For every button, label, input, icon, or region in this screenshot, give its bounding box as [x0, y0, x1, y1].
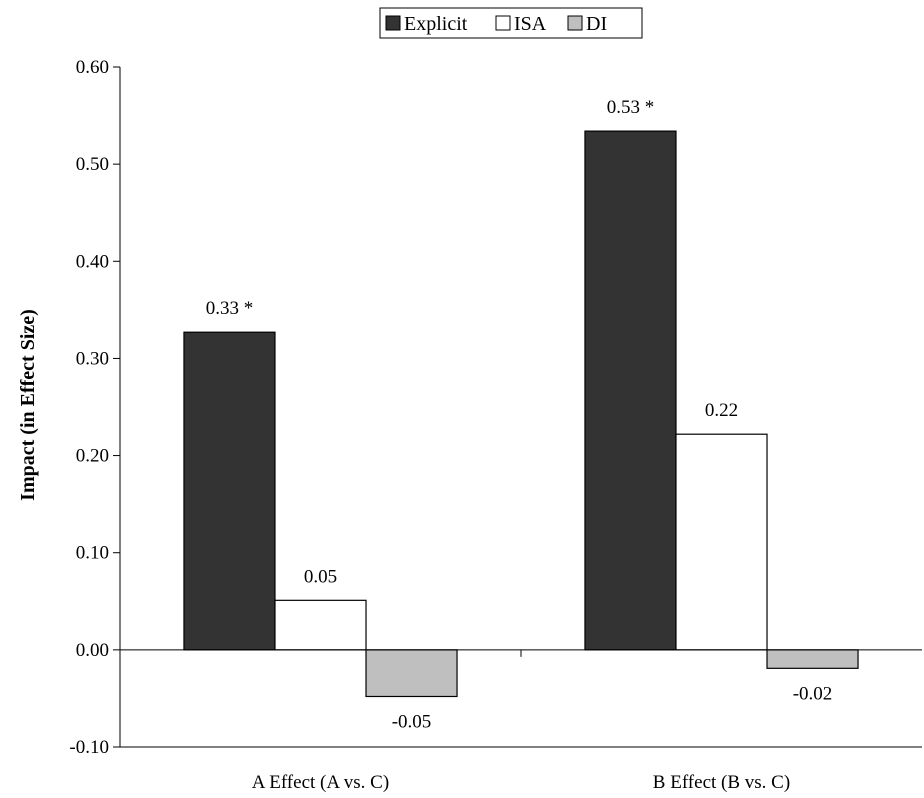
y-tick-label: 0.10 — [76, 543, 109, 564]
bar — [584, 130, 677, 651]
y-tick-label: 0.50 — [76, 154, 109, 175]
x-category-label: B Effect (B vs. C) — [653, 772, 790, 793]
y-tick-label: 0.20 — [76, 446, 109, 467]
bar — [274, 599, 367, 651]
y-axis-label: Impact (in Effect Size) — [17, 309, 39, 501]
legend-swatch — [495, 15, 511, 31]
legend-label: Explicit — [404, 13, 468, 35]
legend-swatch — [385, 15, 401, 31]
x-category-label: A Effect (A vs. C) — [252, 772, 389, 793]
y-tick-label: 0.30 — [76, 348, 109, 369]
y-tick-label: -0.10 — [69, 737, 109, 758]
data-label: 0.22 — [705, 400, 738, 421]
legend: Explicit ISA DI — [379, 7, 643, 39]
legend-label: DI — [586, 13, 607, 35]
y-tick-label: 0.00 — [76, 640, 109, 661]
bar — [675, 433, 768, 651]
data-label: 0.53 * — [607, 97, 655, 118]
bar — [365, 649, 458, 698]
data-label: -0.02 — [793, 683, 833, 704]
data-label: 0.05 — [304, 566, 337, 587]
legend-box — [379, 7, 643, 39]
data-label: 0.33 * — [206, 298, 254, 319]
bar — [766, 649, 859, 669]
y-tick-label: 0.40 — [76, 251, 109, 272]
bars — [183, 130, 859, 698]
bar — [183, 331, 276, 651]
x-axis: A Effect (A vs. C) B Effect (B vs. C) — [120, 649, 922, 793]
y-axis: 0.60 0.50 0.40 0.30 0.20 0.10 0.00 -0.10 — [69, 57, 121, 758]
y-tick-label: 0.60 — [76, 57, 109, 78]
data-labels: 0.33 * 0.05 -0.05 0.53 * 0.22 -0.02 — [206, 97, 833, 732]
legend-swatch — [567, 15, 583, 31]
legend-label: ISA — [514, 13, 547, 35]
data-label: -0.05 — [392, 711, 432, 732]
